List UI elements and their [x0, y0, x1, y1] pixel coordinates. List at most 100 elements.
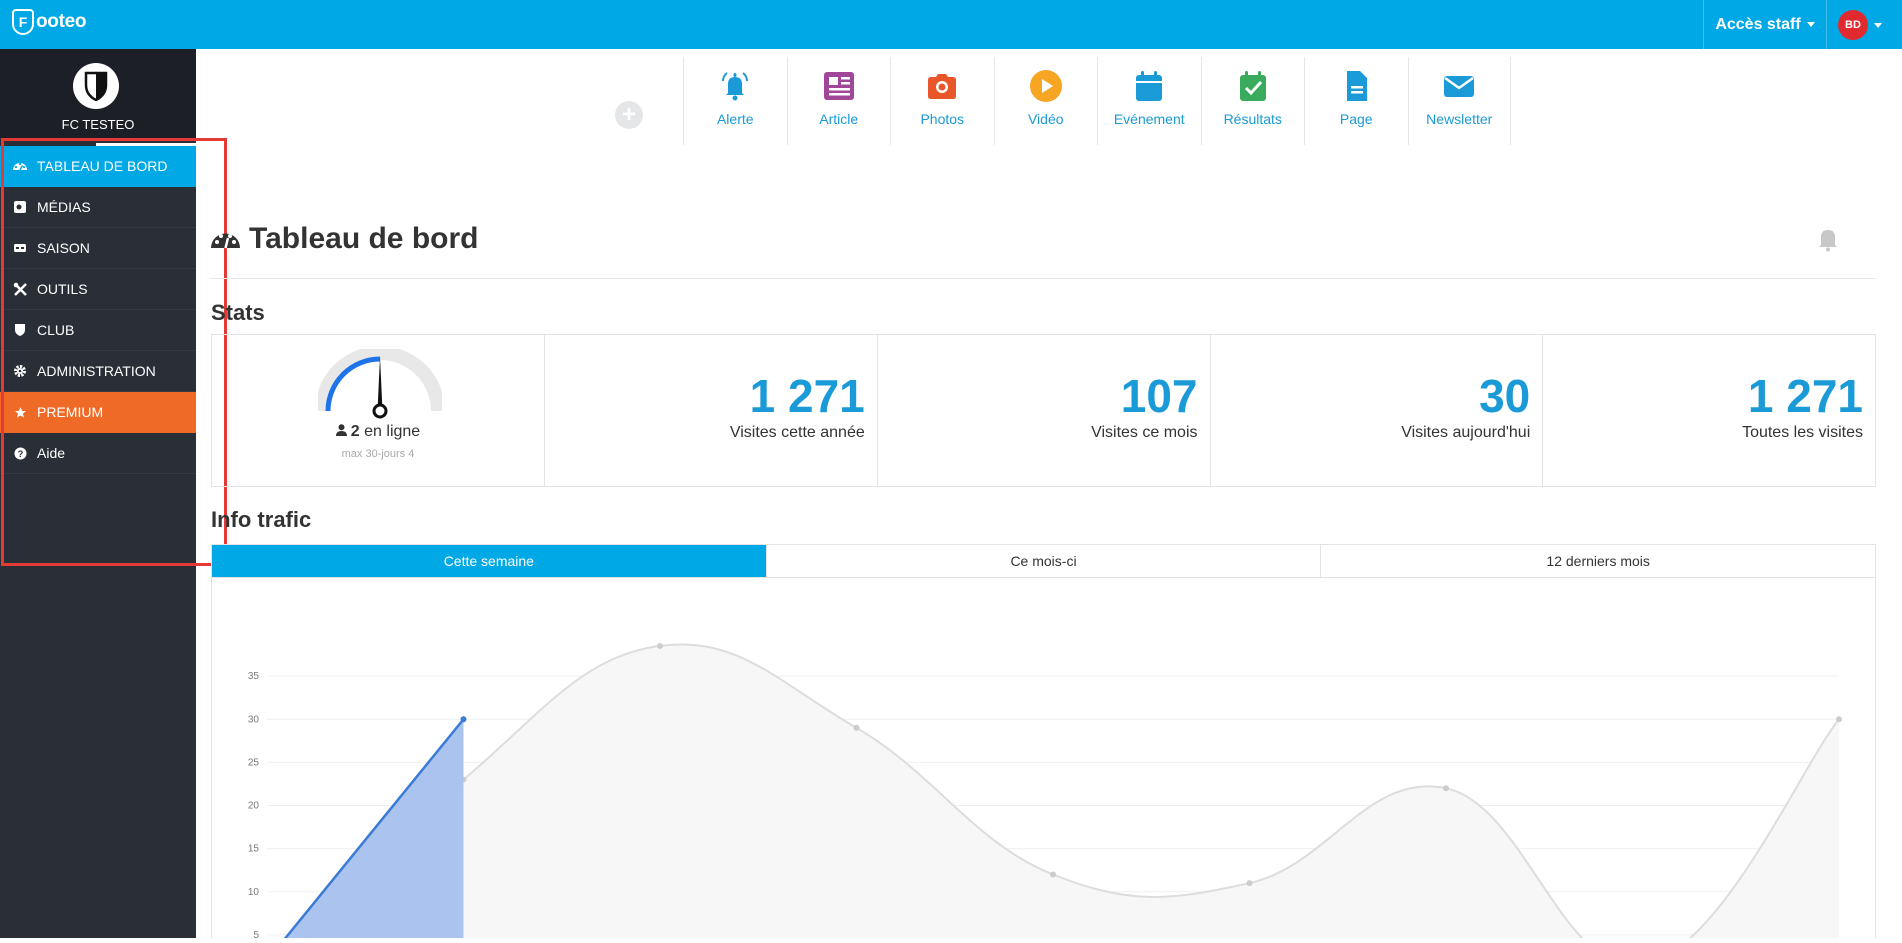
action-page[interactable]: Page [1304, 57, 1408, 145]
data-point [1050, 871, 1056, 878]
sidebar-item-administration[interactable]: ADMINISTRATION [0, 351, 196, 392]
stat-label: Toutes les visites [1742, 424, 1863, 441]
highlight-line [279, 718, 465, 943]
page-title-text: Tableau de bord [249, 222, 479, 255]
caret-down-icon [1806, 22, 1815, 27]
file-icon [1347, 71, 1368, 101]
stat-value: 1 271 [749, 370, 865, 422]
y-tick-label: 5 [253, 930, 259, 938]
tab-12-derniers-mois[interactable]: 12 derniers mois [1320, 545, 1875, 577]
action-evenement[interactable]: Evénement [1097, 57, 1201, 145]
club-header: FC TESTEO [0, 49, 196, 138]
gauge-needle [377, 357, 383, 411]
traffic-title: Info trafic [211, 507, 312, 532]
camera-icon [928, 74, 957, 99]
tab-cette-semaine[interactable]: Cette semaine [212, 545, 766, 577]
top-bar: F ooteo Accès staff BD [0, 0, 1902, 49]
add-action-button[interactable]: + [615, 101, 643, 129]
action-video[interactable]: Vidéo [993, 57, 1098, 145]
bell-icon [722, 72, 749, 101]
bell-icon [1819, 230, 1837, 252]
sidebar-nav: TABLEAU DE BORD MÉDIAS SAISON OUTILS CLU… [0, 146, 196, 474]
shield-icon [12, 322, 28, 338]
online-visitors: 2 en ligne [212, 423, 544, 441]
traffic-tabs: Cette semaine Ce mois-ci 12 derniers moi… [211, 544, 1876, 578]
sidebar-item-label: PREMIUM [37, 404, 104, 420]
data-point [1443, 785, 1449, 792]
stat-value: 30 [1479, 370, 1531, 422]
sidebar-item-club[interactable]: CLUB [0, 310, 196, 351]
stat-label: Visites aujourd'hui [1401, 424, 1531, 441]
help-icon: ? [12, 445, 28, 461]
sidebar-item-label: SAISON [37, 240, 90, 256]
series-area [300, 644, 1839, 943]
action-alerte[interactable]: Alerte [683, 57, 787, 145]
app-logo[interactable]: F ooteo [12, 9, 87, 35]
action-label: Evénement [1113, 111, 1185, 127]
y-tick-label: 25 [248, 757, 260, 768]
online-max: max 30-jours 4 [341, 448, 415, 460]
data-point [853, 724, 860, 731]
stat-label: Visites cette année [729, 424, 865, 441]
page-title: Tableau de bord [210, 222, 478, 256]
action-photos[interactable]: Photos [890, 57, 994, 145]
online-gauge-card: 2 en ligne max 30-jours 4 [212, 335, 544, 486]
y-tick-label: 30 [248, 714, 260, 725]
calendar-icon [1136, 71, 1163, 101]
action-newsletter[interactable]: Newsletter [1407, 57, 1511, 145]
club-name: FC TESTEO [61, 117, 135, 132]
sidebar-item-label: OUTILS [37, 281, 88, 297]
sidebar: FC TESTEO TABLEAU DE BORD MÉDIAS SAISON [0, 49, 196, 938]
stats-panel: 2 en ligne max 30-jours 4 1 271 Visites … [211, 334, 1876, 487]
sidebar-item-medias[interactable]: MÉDIAS [0, 187, 196, 228]
stats-title: Stats [211, 300, 265, 325]
stat-value: 1 271 [1747, 370, 1863, 422]
user-menu[interactable]: BD [1838, 10, 1882, 40]
data-point [1246, 880, 1253, 887]
stat-card: 1 271 Visites cette année [544, 335, 877, 486]
sidebar-item-saison[interactable]: SAISON [0, 228, 196, 269]
action-label: Alerte [716, 111, 754, 127]
stat-value: 107 [1120, 370, 1198, 422]
sidebar-item-premium[interactable]: PREMIUM [0, 392, 196, 433]
star-icon [12, 404, 28, 420]
dashboard-icon [12, 158, 28, 174]
tab-ce-mois-ci[interactable]: Ce mois-ci [765, 545, 1321, 577]
action-label: Article [819, 111, 859, 127]
staff-access-label: Accès staff [1715, 15, 1801, 33]
sidebar-item-dashboard[interactable]: TABLEAU DE BORD [0, 146, 196, 187]
action-article[interactable]: Article [786, 57, 891, 145]
sidebar-item-label: ADMINISTRATION [37, 363, 156, 379]
user-icon [335, 424, 347, 436]
series-line [298, 643, 1840, 943]
notification-bell[interactable] [1816, 226, 1840, 257]
highlight-area [281, 719, 464, 943]
newspaper-icon [823, 72, 854, 100]
action-label: Newsletter [1426, 111, 1493, 127]
action-resultats[interactable]: Résultats [1200, 57, 1305, 145]
caret-down-icon [1874, 22, 1882, 28]
action-label: Photos [920, 111, 965, 127]
gear-icon [12, 363, 28, 379]
y-tick-label: 35 [248, 671, 260, 682]
play-icon [1029, 70, 1062, 102]
gauge-fill [325, 356, 381, 412]
svg-text:?: ? [17, 448, 23, 458]
y-tick-label: 10 [248, 887, 260, 898]
data-point [1836, 716, 1842, 723]
highlight-point [460, 716, 467, 723]
ticket-icon [12, 240, 28, 256]
sidebar-item-outils[interactable]: OUTILS [0, 269, 196, 310]
sidebar-item-label: CLUB [37, 322, 75, 338]
data-point [657, 642, 663, 649]
sidebar-item-label: MÉDIAS [37, 199, 91, 215]
stat-card: 107 Visites ce mois [876, 335, 1210, 486]
calendar-check-icon [1239, 71, 1266, 101]
club-underline [96, 143, 196, 147]
logo-mark: F [12, 9, 34, 35]
sidebar-item-aide[interactable]: ? Aide [0, 433, 196, 474]
avatar: BD [1838, 10, 1868, 40]
staff-access-menu[interactable]: Accès staff [1703, 0, 1827, 49]
club-crest-icon[interactable] [73, 63, 119, 109]
envelope-icon [1444, 76, 1475, 97]
